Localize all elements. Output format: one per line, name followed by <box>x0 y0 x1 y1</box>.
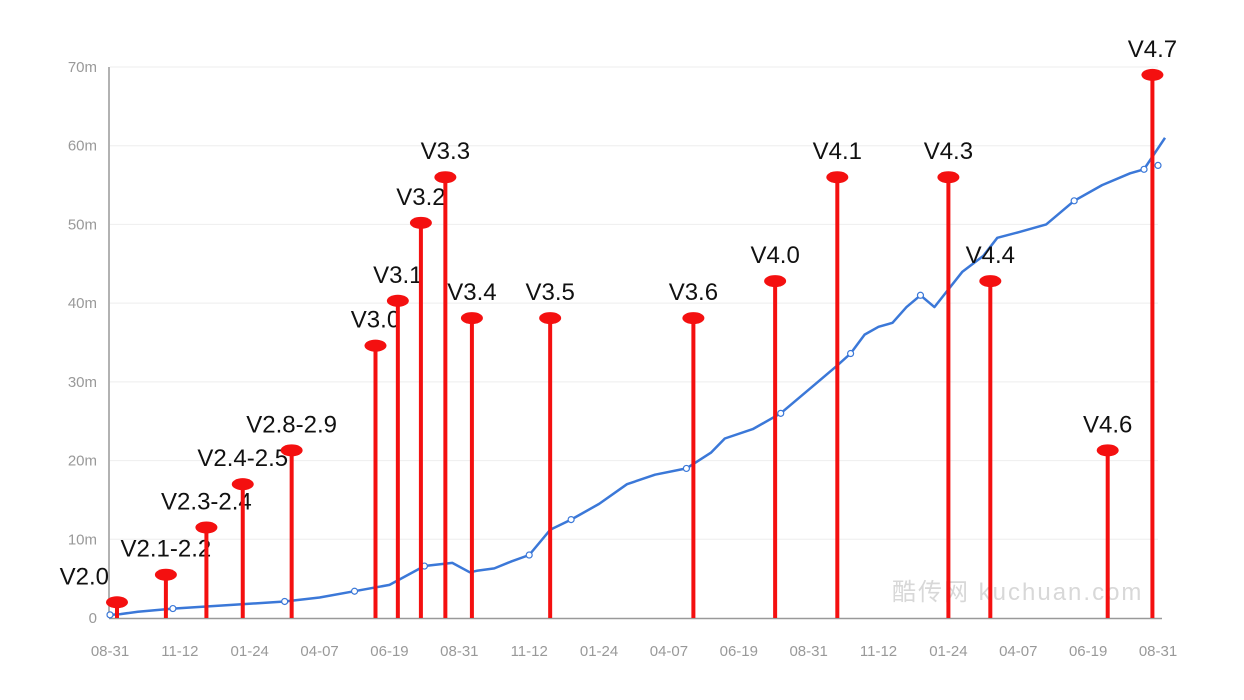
release-head <box>682 312 705 325</box>
x-tick-label: 11-12 <box>860 643 897 660</box>
release-label: V4.6 <box>1083 411 1132 438</box>
x-axis: 08-31 11-12 01-24 04-07 06-19 08-31 11-12 01-24… <box>91 617 1177 660</box>
release-marker: V4.7 <box>1128 36 1177 618</box>
release-head <box>231 478 254 491</box>
trend-point <box>846 349 855 358</box>
trend-point <box>169 604 177 613</box>
release-label: V4.7 <box>1128 36 1177 63</box>
release-head <box>764 275 787 288</box>
release-marker: V2.1-2.2 <box>121 536 212 618</box>
y-tick-label: 50m <box>68 216 97 233</box>
release-head <box>434 171 457 184</box>
release-marker: V2.8-2.9 <box>246 411 337 618</box>
trend-line-group <box>106 137 1167 619</box>
release-head <box>539 312 562 325</box>
release-marker: V3.2 <box>396 184 446 618</box>
release-label: V3.1 <box>373 262 422 289</box>
trend-end-point <box>1154 161 1162 169</box>
release-head <box>979 275 1002 288</box>
release-marker: V3.5 <box>525 279 575 618</box>
release-marker: V3.0 <box>351 307 400 618</box>
release-label: V3.5 <box>525 279 574 306</box>
release-label: V3.3 <box>421 138 470 165</box>
trend-point <box>350 587 359 595</box>
x-tick-label: 01-24 <box>231 643 269 660</box>
gridlines <box>110 66 1158 540</box>
release-head <box>364 339 387 352</box>
trend-point <box>1140 165 1148 173</box>
release-label: V2.3-2.4 <box>161 488 252 515</box>
y-tick-label: 60m <box>68 138 97 155</box>
x-tick-label: 01-24 <box>580 643 618 660</box>
release-label: V3.4 <box>447 279 496 306</box>
trend-point <box>567 516 575 524</box>
release-head <box>154 568 177 581</box>
trend-line <box>109 137 1167 617</box>
x-tick-label: 11-12 <box>161 643 198 660</box>
trend-point <box>1070 197 1078 205</box>
y-tick-label: 30m <box>68 374 97 391</box>
release-label: V2.8-2.9 <box>246 411 337 438</box>
release-head <box>280 444 303 457</box>
y-tick-label: 10m <box>68 531 97 548</box>
x-tick-label: 08-31 <box>440 643 478 660</box>
x-tick-label: 06-19 <box>1069 643 1107 660</box>
release-marker: V3.4 <box>447 279 497 618</box>
release-marker: V4.4 <box>966 242 1015 618</box>
release-label: V4.0 <box>750 242 799 269</box>
release-marker: V2.0 <box>60 563 128 618</box>
x-tick-label: 04-07 <box>300 643 338 660</box>
y-axis: 0 10m 20m 30m 40m 50m 60m 70m <box>68 59 110 627</box>
x-tick-label: 08-31 <box>789 643 827 660</box>
release-label: V3.2 <box>396 184 445 211</box>
trend-point <box>281 597 289 606</box>
release-head <box>1096 444 1119 457</box>
release-marker: V4.1 <box>813 138 862 618</box>
x-tick-label: 11-12 <box>511 643 548 660</box>
x-tick-label: 04-07 <box>999 643 1037 660</box>
release-head <box>386 294 409 307</box>
y-tick-label: 0 <box>89 610 97 627</box>
release-label: V4.1 <box>813 138 862 165</box>
x-tick-label: 08-31 <box>91 643 129 660</box>
release-marker: V3.1 <box>373 262 423 618</box>
release-marker: V4.0 <box>750 242 800 618</box>
release-marker: V3.6 <box>669 279 718 618</box>
trend-point <box>777 409 785 417</box>
trend-point <box>682 464 691 473</box>
y-tick-label: 40m <box>68 295 97 312</box>
x-tick-label: 04-07 <box>650 643 688 660</box>
release-marker: V4.3 <box>924 138 973 618</box>
release-label: V4.4 <box>966 242 1015 269</box>
trend-point <box>106 611 114 619</box>
release-head <box>937 171 960 184</box>
x-tick-label: 01-24 <box>929 643 967 660</box>
trend-point <box>916 291 925 299</box>
release-head <box>826 171 849 184</box>
release-head <box>195 521 218 534</box>
x-tick-label: 06-19 <box>720 643 758 660</box>
trend-point <box>525 551 533 559</box>
release-marker: V2.4-2.5 <box>197 445 288 618</box>
release-label: V2.0 <box>60 563 109 590</box>
release-head <box>1141 68 1164 81</box>
release-label: V3.0 <box>351 307 400 334</box>
y-tick-label: 20m <box>68 453 97 470</box>
x-tick-label: 08-31 <box>1139 643 1177 660</box>
release-marker: V3.3 <box>421 138 470 618</box>
release-head <box>460 312 483 325</box>
release-label: V2.4-2.5 <box>197 445 288 472</box>
y-tick-label: 70m <box>68 59 97 76</box>
x-tick-label: 06-19 <box>370 643 408 660</box>
watermark: 酷传网 kuchuan.com <box>892 579 1143 606</box>
release-markers: V2.0 V2.1-2.2 V2.3-2.4 V2.4-2.5 V2.8-2.9 V3.0… <box>60 36 1177 618</box>
release-marker: V4.6 <box>1083 411 1132 618</box>
release-label: V2.1-2.2 <box>121 536 212 563</box>
release-marker: V2.3-2.4 <box>161 488 252 618</box>
release-head <box>105 596 128 609</box>
release-head <box>409 216 432 229</box>
release-label: V4.3 <box>924 138 973 165</box>
release-label: V3.6 <box>669 279 718 306</box>
